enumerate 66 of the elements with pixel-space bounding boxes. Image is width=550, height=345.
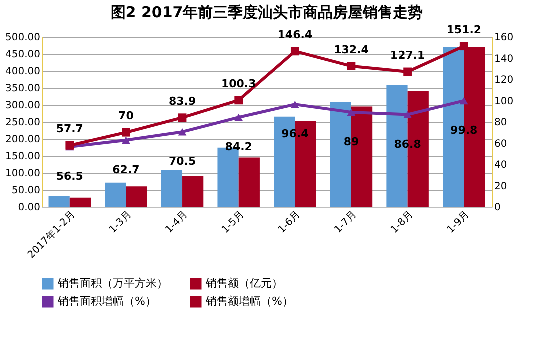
y2-tick-label: 40 (494, 160, 508, 171)
x-tick-label: 1-9月 (445, 210, 472, 236)
data-label: 83.9 (168, 94, 196, 108)
chart-title: 图2 2017年前三季度汕头市商品房屋销售走势 (110, 3, 424, 22)
x-tick-label: 1-6月 (276, 210, 303, 236)
data-label: 127.1 (390, 48, 426, 62)
point (178, 114, 187, 122)
y-tick-label: 450.00 (6, 50, 40, 60)
y-tick-label: 250.00 (6, 118, 40, 128)
x-tick-label: 1-4月 (164, 210, 190, 236)
bar (238, 158, 260, 207)
y2-tick-label: 0 (494, 202, 501, 214)
point (347, 108, 356, 116)
point (460, 42, 468, 51)
point (178, 128, 187, 136)
y-tick-label: 300.00 (6, 100, 40, 112)
bar (126, 186, 148, 207)
point (122, 136, 130, 144)
bar (105, 182, 126, 207)
y2-tick-label: 100 (494, 96, 514, 108)
y-tick-label: 350.00 (6, 84, 40, 94)
point (347, 62, 356, 71)
y-tick-label: 0.00 (18, 202, 40, 214)
data-label: 132.4 (334, 43, 370, 56)
y2-tick-label: 60 (494, 138, 508, 150)
bar (161, 170, 183, 207)
point (404, 68, 412, 76)
data-label: 70 (118, 110, 134, 123)
y-tick-label: 400.00 (6, 66, 40, 78)
data-label: 62.7 (112, 163, 140, 176)
bar (48, 196, 70, 207)
bar (70, 198, 91, 207)
legend-label: 销售面积增幅（%） (57, 295, 156, 308)
point (460, 97, 468, 105)
point (290, 100, 300, 108)
y-tick-label: 150.00 (6, 152, 40, 162)
y2-tick-label: 140 (494, 54, 514, 65)
y2-tick-label: 120 (494, 75, 514, 86)
y-tick-label: 50.00 (12, 186, 40, 196)
y2-tick-label: 80 (494, 118, 508, 128)
data-label: 89 (344, 135, 360, 148)
point (290, 47, 300, 56)
data-label: 56.5 (56, 170, 84, 183)
point (234, 114, 244, 122)
point (404, 111, 412, 118)
y-tick-label: 500.00 (6, 32, 40, 44)
data-label: 84.2 (225, 140, 252, 154)
x-tick-label: 1-5月 (220, 210, 247, 236)
data-label: 100.3 (221, 77, 256, 90)
point (122, 128, 130, 137)
y2-tick-label: 20 (494, 181, 508, 192)
data-label: 151.2 (446, 23, 482, 36)
point (234, 96, 244, 105)
y2-tick-label: 160 (494, 32, 514, 44)
x-tick-label: 1-7月 (332, 210, 360, 236)
legend-label: 销售面积（万平方米） (57, 277, 168, 290)
data-label: 70.5 (168, 155, 196, 168)
x-tick-label: 1-3月 (108, 210, 134, 236)
data-label: 146.4 (278, 28, 313, 42)
y-tick-label: 200.00 (6, 134, 40, 146)
y-tick-label: 100.00 (6, 168, 40, 180)
legend-label: 销售额（亿元） (205, 277, 283, 290)
x-tick-label: 1-8月 (389, 210, 416, 236)
data-label: 57.7 (56, 122, 84, 136)
bar (182, 176, 204, 207)
legend-label: 销售额增幅（%） (205, 295, 294, 308)
